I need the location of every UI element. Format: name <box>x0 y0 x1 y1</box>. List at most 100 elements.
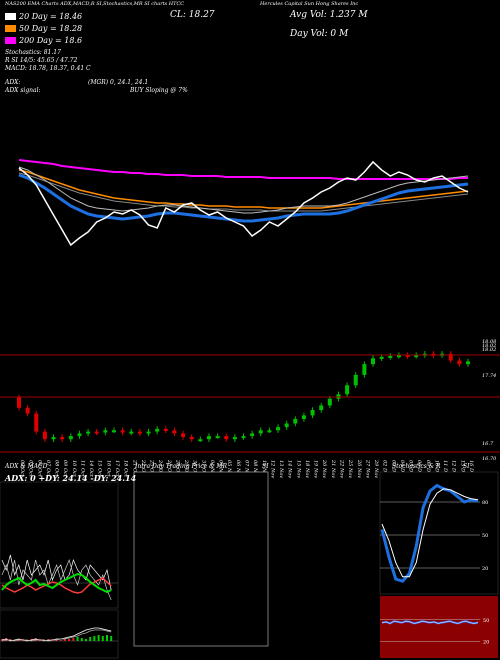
x-tick-label: 23 Oct <box>149 459 155 478</box>
x-tick-label: 19 Nov <box>313 460 319 478</box>
stoch-series-line <box>381 488 479 578</box>
moving-average-layer <box>18 159 469 247</box>
x-tick-label: 29 Nov <box>373 459 379 478</box>
macd-histogram-bar <box>26 640 29 641</box>
macd-histogram-bar <box>59 640 62 641</box>
x-tick-label: 14 Nov <box>287 460 293 478</box>
candle-body <box>362 364 367 375</box>
candle-body <box>206 436 211 440</box>
x-tick-label: 22 Oct <box>140 459 146 478</box>
price-level-label: 18.02 <box>482 343 496 349</box>
stochastics-value: Stochastics: 81.17 <box>5 49 61 56</box>
candle-body <box>163 428 168 431</box>
stoch-panel-frame <box>379 471 499 595</box>
x-tick-label: 28 Oct <box>174 459 180 478</box>
x-tick-label: 05 Nov <box>226 460 232 478</box>
stoch-series-line <box>380 483 479 583</box>
x-tick-label: 03 Dec <box>390 460 396 478</box>
candle-body <box>371 358 376 365</box>
x-tick-label: 15 Nov <box>295 460 301 478</box>
legend-label: 20 Day = 18.46 <box>19 12 83 21</box>
x-tick-label: 20 Nov <box>321 459 327 478</box>
candle-body <box>129 431 134 434</box>
candle-body <box>137 431 142 434</box>
candle-body <box>232 437 237 440</box>
mrsi-series-highlight <box>381 620 479 624</box>
x-tick-label: 18 Nov <box>304 460 310 478</box>
adx-plus-di-line <box>1 572 112 594</box>
candle-body <box>77 433 82 437</box>
x-tick-label: 30 Oct <box>192 460 198 478</box>
candle-body <box>448 353 453 361</box>
adx-panel-title: ADX & MACD <box>5 463 48 470</box>
legend-swatch <box>5 13 16 20</box>
candle-body <box>215 436 220 439</box>
stoch-panel-title: Stochastics & R <box>392 463 441 470</box>
legend-ema50: 50 Day = 18.28 <box>5 24 82 33</box>
macd-histogram-bar <box>80 638 83 641</box>
price-level-label: 16.70 <box>482 456 497 462</box>
candle-body <box>457 360 462 365</box>
ema-line-gray <box>18 172 469 212</box>
candle-body <box>189 437 194 440</box>
adx-label: ADX: <box>5 79 21 86</box>
x-tick-label: 05 Dec <box>408 460 414 478</box>
candle-body <box>345 385 350 395</box>
x-tick-label: 21 Nov <box>330 459 336 478</box>
x-tick-label: 13 Nov <box>278 460 284 478</box>
candle-body <box>103 430 108 433</box>
candle-body <box>301 415 306 419</box>
x-tick-label: 01 Nov <box>209 460 215 478</box>
ema200-line <box>18 159 468 180</box>
stoch-level-label: 20 <box>482 566 488 572</box>
macd-histogram-bar <box>13 640 16 641</box>
x-tick-label: 14 Oct <box>88 460 94 478</box>
x-tick-label: 06 Dec <box>416 460 422 478</box>
candle-body <box>405 355 410 358</box>
macd-histogram-bar <box>34 638 37 641</box>
x-tick-label: 04 Oct <box>36 460 42 478</box>
stoch-level-label: 80 <box>482 500 488 506</box>
price-line <box>18 160 469 247</box>
macd-histogram-bar <box>93 636 96 641</box>
ema50-line <box>18 169 469 209</box>
macd-line <box>1 627 112 642</box>
x-tick-label: 25 Oct <box>166 459 172 478</box>
legend-swatch <box>5 25 16 32</box>
candle-body <box>267 430 272 433</box>
candle-body <box>94 431 99 434</box>
x-tick-label: 09 Dec <box>425 460 431 478</box>
company-name: Hercules Capital Sun Hong Shares Inc <box>260 1 359 7</box>
candle-body <box>60 437 65 440</box>
price-level-label: 18.02 <box>482 347 496 353</box>
x-tick-label: 22 Nov <box>338 459 344 478</box>
x-tick-label: 11 Nov <box>261 460 267 478</box>
x-tick-label: 09 Oct <box>62 460 68 478</box>
x-tick-label: 08 Oct <box>54 460 60 478</box>
x-tick-label: 29 Oct <box>183 459 189 478</box>
candle-body <box>181 433 186 437</box>
x-tick-label: 04 Dec <box>399 460 405 478</box>
candle-body <box>42 431 47 440</box>
rsi-value: R SI 14/5: 45.65 / 47.72 <box>5 57 78 64</box>
x-tick-label: 16 Oct <box>105 460 111 478</box>
macd-histogram-bar <box>89 637 92 641</box>
chart-header-title: NAS200 EMA Charts ADX,MACD,R SI,Stochast… <box>5 1 185 7</box>
candle-body <box>310 410 315 416</box>
x-tick-label: 02 Oct <box>19 460 25 478</box>
x-tick-label: 12 Dec <box>451 460 457 478</box>
legend-label: 50 Day = 18.28 <box>19 24 83 33</box>
candle-body <box>250 433 255 437</box>
candle-body <box>414 355 419 358</box>
x-tick-label: 12 Nov <box>269 460 275 478</box>
candle-body <box>25 407 30 414</box>
x-tick-label: 10 Oct <box>71 460 77 478</box>
candle-body <box>51 437 56 440</box>
macd-histogram-bar <box>97 635 100 641</box>
close-price-text: CL: 18.27 <box>170 10 215 20</box>
adx-signal-label: ADX signal: <box>5 87 41 94</box>
macd-histogram-bar <box>76 637 79 641</box>
x-tick-label: 27 Nov <box>364 459 370 478</box>
macd-value: MACD: 18.78, 18.37, 0.41 C <box>5 65 91 72</box>
macd-histogram-bar <box>101 636 104 641</box>
